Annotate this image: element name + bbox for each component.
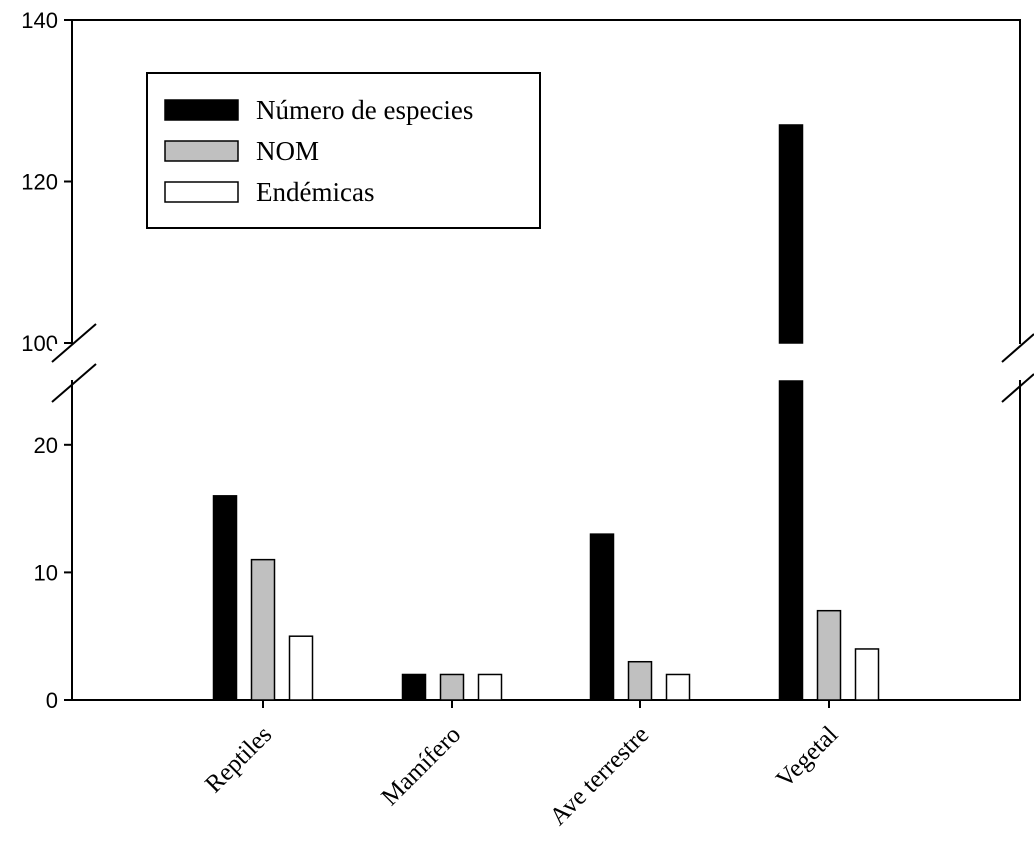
- bar-mam-fero-nom: [439, 673, 465, 701]
- right-axis-gap: [1008, 344, 1028, 380]
- y-tick-label: 20: [34, 433, 58, 458]
- bar-vegetal-nom: [816, 609, 842, 701]
- x-tick-label: Vegetal: [771, 721, 843, 793]
- x-tick-label: Mamífero: [376, 721, 466, 811]
- bar-vegetal-n-mero-de-especies-upper: [778, 124, 804, 344]
- x-tick-label: Reptiles: [200, 721, 277, 798]
- bar-ave-terrestre-nom: [627, 660, 653, 701]
- bar-vegetal-end-micas: [854, 648, 880, 701]
- bar-reptiles-n-mero-de-especies: [212, 495, 238, 701]
- legend-swatch: [164, 181, 239, 203]
- bar-mam-fero-end-micas: [477, 673, 503, 701]
- bar-reptiles-nom: [250, 558, 276, 701]
- break-mark-left-lower: [51, 363, 97, 403]
- legend-swatch: [164, 99, 239, 121]
- x-axis-ticks: Reptiles Mamífero Ave terrestre Vegetal: [200, 700, 843, 831]
- break-mark-right-upper: [1001, 333, 1034, 363]
- axis-break-marks: [51, 323, 1034, 403]
- legend-label: NOM: [256, 136, 319, 166]
- y-tick-label: 100: [21, 331, 58, 356]
- bar-ave-terrestre-n-mero-de-especies: [589, 533, 615, 701]
- x-tick-label: Ave terrestre: [545, 721, 655, 831]
- break-mark-right-lower: [1001, 373, 1034, 403]
- legend: Número de especies NOM Endémicas: [146, 72, 541, 229]
- y-tick-label: 140: [21, 8, 58, 33]
- bar-reptiles-end-micas: [288, 635, 314, 701]
- break-mark-left-upper: [51, 323, 97, 363]
- y-axis-ticks: 0 10 20 100 120 140: [21, 8, 72, 713]
- y-tick-label: 0: [46, 688, 58, 713]
- legend-label: Endémicas: [256, 177, 374, 207]
- bar-vegetal-n-mero-de-especies-lower: [778, 380, 804, 701]
- bars-group: [212, 124, 880, 701]
- bar-mam-fero-n-mero-de-especies: [401, 673, 427, 701]
- y-tick-label: 120: [21, 170, 58, 195]
- y-tick-label: 10: [34, 560, 58, 585]
- legend-swatch: [164, 140, 239, 162]
- bar-ave-terrestre-end-micas: [665, 673, 691, 701]
- legend-label: Número de especies: [256, 95, 473, 125]
